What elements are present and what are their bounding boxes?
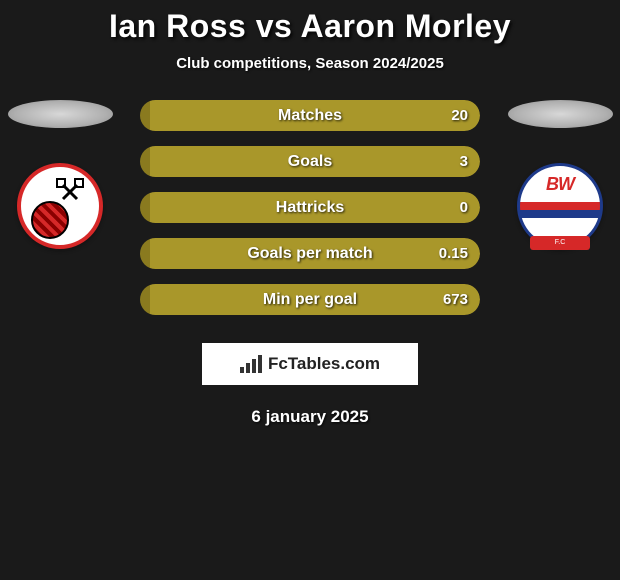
stat-value-right: 0 — [460, 199, 468, 216]
player-right: BW F.C — [500, 100, 620, 249]
bar-fill-left — [140, 146, 150, 177]
stat-bar: Matches 20 — [140, 100, 480, 131]
bar-fill-left — [140, 100, 150, 131]
stat-label: Goals — [288, 153, 332, 171]
player-left — [0, 100, 120, 249]
branding-box: FcTables.com — [202, 343, 418, 385]
comparison-area: Matches 20 Goals 3 Hattricks 0 Goals per match… — [0, 100, 620, 315]
stat-label: Matches — [278, 107, 342, 125]
stat-value-right: 0.15 — [439, 245, 468, 262]
stats-column: Matches 20 Goals 3 Hattricks 0 Goals per match… — [140, 100, 480, 315]
bar-fill-left — [140, 192, 150, 223]
page-title: Ian Ross vs Aaron Morley — [0, 8, 620, 45]
player-shadow-left — [8, 100, 113, 128]
bar-fill-left — [140, 238, 150, 269]
stat-label: Hattricks — [276, 199, 344, 217]
ball-icon — [31, 201, 69, 239]
stat-bar: Hattricks 0 — [140, 192, 480, 223]
stat-label: Min per goal — [263, 291, 357, 309]
badge-ribbon: F.C — [530, 236, 590, 250]
club-badge-left — [17, 163, 103, 249]
player-shadow-right — [508, 100, 613, 128]
comparison-card: Ian Ross vs Aaron Morley Club competitio… — [0, 0, 620, 427]
chart-icon — [240, 355, 262, 373]
stat-bar: Goals 3 — [140, 146, 480, 177]
stat-value-right: 20 — [451, 107, 468, 124]
stat-value-right: 3 — [460, 153, 468, 170]
bar-fill-left — [140, 284, 150, 315]
stat-bar: Min per goal 673 — [140, 284, 480, 315]
stat-label: Goals per match — [247, 245, 372, 263]
keys-icon — [55, 177, 85, 207]
branding-label: FcTables.com — [268, 354, 380, 374]
club-badge-right: BW F.C — [517, 163, 603, 249]
stat-value-right: 673 — [443, 291, 468, 308]
stat-bar: Goals per match 0.15 — [140, 238, 480, 269]
date-label: 6 january 2025 — [0, 407, 620, 427]
badge-text: BW — [546, 174, 574, 195]
subtitle: Club competitions, Season 2024/2025 — [0, 55, 620, 72]
